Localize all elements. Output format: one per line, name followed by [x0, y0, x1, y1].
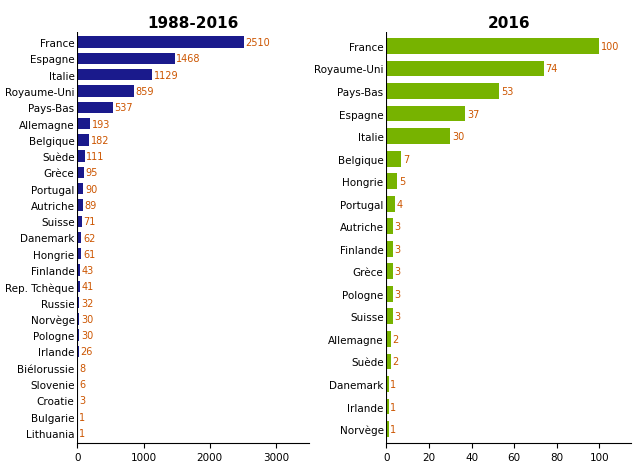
Text: 32: 32 — [81, 298, 93, 308]
Bar — [386, 61, 544, 77]
Text: 859: 859 — [136, 87, 155, 97]
Text: 6: 6 — [79, 379, 86, 389]
Bar — [77, 168, 84, 178]
Text: 111: 111 — [86, 152, 105, 162]
Bar — [386, 84, 499, 99]
Text: 3: 3 — [395, 244, 401, 254]
Text: 26: 26 — [80, 347, 93, 357]
Bar — [77, 298, 79, 308]
Text: 1129: 1129 — [154, 70, 178, 80]
Bar — [77, 216, 82, 228]
Text: 3: 3 — [395, 312, 401, 322]
Bar — [386, 174, 397, 189]
Bar — [77, 232, 81, 244]
Bar — [77, 151, 84, 162]
Bar — [386, 331, 391, 347]
Text: 95: 95 — [85, 168, 98, 178]
Bar — [77, 346, 79, 357]
Text: 7: 7 — [403, 154, 409, 164]
Bar — [386, 287, 393, 302]
Bar — [77, 200, 83, 211]
Text: 90: 90 — [85, 184, 97, 194]
Bar — [386, 399, 388, 415]
Bar — [77, 119, 90, 130]
Title: 1988-2016: 1988-2016 — [147, 16, 239, 31]
Text: 100: 100 — [601, 42, 620, 52]
Bar — [386, 241, 393, 257]
Text: 74: 74 — [545, 64, 558, 74]
Text: 2: 2 — [392, 334, 399, 344]
Bar — [77, 102, 113, 114]
Text: 5: 5 — [399, 177, 405, 187]
Bar — [77, 330, 79, 341]
Text: 41: 41 — [82, 282, 94, 292]
Bar — [77, 314, 79, 325]
Text: 2510: 2510 — [245, 38, 270, 48]
Bar — [386, 151, 401, 167]
Bar — [77, 265, 80, 276]
Text: 30: 30 — [452, 132, 464, 142]
Text: 193: 193 — [91, 119, 110, 129]
Bar — [386, 354, 391, 369]
Text: 3: 3 — [395, 222, 401, 232]
Text: 53: 53 — [501, 87, 513, 97]
Text: 3: 3 — [395, 267, 401, 277]
Text: 2: 2 — [392, 357, 399, 367]
Text: 1468: 1468 — [176, 54, 201, 64]
Bar — [386, 39, 599, 55]
Text: 8: 8 — [79, 363, 86, 373]
Text: 62: 62 — [83, 233, 95, 243]
Bar — [386, 219, 393, 235]
Bar — [386, 107, 465, 122]
Bar — [77, 281, 80, 292]
Text: 1: 1 — [79, 412, 85, 422]
Text: 3: 3 — [395, 289, 401, 299]
Bar — [77, 54, 175, 65]
Bar — [77, 38, 243, 49]
Bar — [77, 135, 90, 146]
Text: 71: 71 — [84, 217, 96, 227]
Bar — [77, 70, 152, 81]
Bar — [77, 86, 134, 98]
Text: 30: 30 — [81, 314, 93, 324]
Bar — [77, 248, 81, 260]
Text: 30: 30 — [81, 330, 93, 340]
Text: 1: 1 — [390, 424, 396, 434]
Bar — [386, 309, 393, 325]
Bar — [386, 197, 395, 212]
Bar — [386, 129, 450, 145]
Bar — [386, 264, 393, 279]
Text: 1: 1 — [390, 402, 396, 412]
Text: 537: 537 — [115, 103, 133, 113]
Bar — [386, 377, 388, 392]
Text: 43: 43 — [82, 266, 94, 276]
Text: 61: 61 — [83, 249, 95, 259]
Text: 89: 89 — [85, 200, 97, 210]
Text: 37: 37 — [467, 109, 479, 119]
Text: 3: 3 — [79, 396, 85, 406]
Text: 1: 1 — [79, 428, 85, 438]
Text: 1: 1 — [390, 379, 396, 389]
Bar — [386, 421, 388, 437]
Title: 2016: 2016 — [488, 16, 530, 31]
Text: 182: 182 — [91, 136, 109, 146]
Text: 4: 4 — [397, 199, 402, 209]
Bar — [77, 184, 83, 195]
